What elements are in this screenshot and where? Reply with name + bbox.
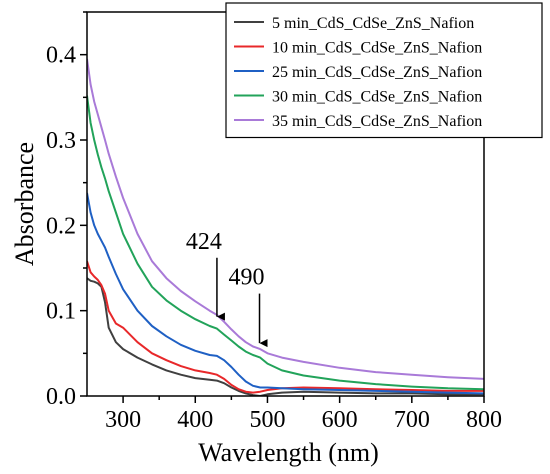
- legend-box: [225, 2, 543, 139]
- annotation-label-1: 424: [186, 229, 222, 255]
- x-tick-label: 600: [322, 407, 358, 433]
- y-axis-title: Absorbance: [10, 142, 39, 266]
- y-tick-label: 0.4: [46, 43, 76, 69]
- legend-label-4: 30 min_CdS_CdSe_ZnS_Nafion: [272, 89, 482, 106]
- series-line-2: [87, 260, 484, 394]
- ticks-layer: 300 400 500 600 700 800 0.0 0.1 0.2 0.3 0.4: [46, 11, 502, 433]
- x-tick-label: 300: [105, 407, 141, 433]
- x-tick-label: 800: [466, 407, 502, 433]
- legend-label-5: 35 min_CdS_CdSe_ZnS_Nafion: [272, 113, 482, 130]
- annotation-layer: 424 490: [186, 229, 268, 348]
- legend-label-1: 5 min_CdS_CdSe_ZnS_Nafion: [272, 15, 474, 32]
- x-axis-title: Wavelength (nm): [198, 438, 379, 467]
- y-tick-label: 0.3: [46, 128, 76, 154]
- x-tick-label: 500: [249, 407, 285, 433]
- legend: 5 min_CdS_CdSe_ZnS_Nafion 10 min_CdS_CdSe…: [225, 2, 543, 139]
- series-layer: [87, 58, 484, 396]
- annotation-label-2: 490: [229, 265, 265, 291]
- series-line-4: [87, 95, 484, 391]
- legend-label-2: 10 min_CdS_CdSe_ZnS_Nafion: [272, 40, 482, 57]
- series-line-5: [87, 58, 484, 380]
- y-tick-label: 0.0: [46, 384, 76, 410]
- y-tick-label: 0.1: [46, 299, 76, 325]
- x-tick-label: 700: [394, 407, 430, 433]
- series-line-3: [87, 192, 484, 395]
- series-line-1: [87, 277, 484, 396]
- legend-label-3: 25 min_CdS_CdSe_ZnS_Nafion: [272, 64, 482, 81]
- y-tick-label: 0.2: [46, 213, 76, 239]
- x-tick-label: 400: [177, 407, 213, 433]
